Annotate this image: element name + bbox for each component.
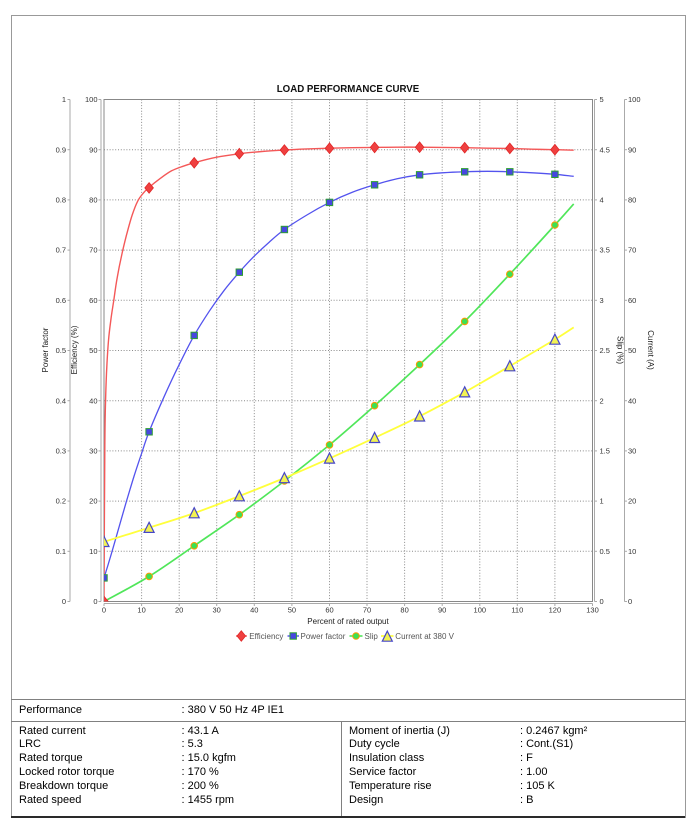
svg-text:90: 90 bbox=[89, 145, 97, 154]
svg-text:5: 5 bbox=[600, 95, 604, 104]
svg-text:4.5: 4.5 bbox=[600, 145, 610, 154]
svg-text:0.1: 0.1 bbox=[56, 547, 66, 556]
svg-text:100: 100 bbox=[474, 606, 487, 615]
svg-text:2: 2 bbox=[600, 396, 604, 405]
svg-text:Slip (%): Slip (%) bbox=[616, 336, 625, 364]
svg-text:10: 10 bbox=[628, 547, 636, 556]
svg-text:110: 110 bbox=[511, 606, 523, 615]
svg-text:0: 0 bbox=[102, 606, 106, 615]
svg-text:30: 30 bbox=[628, 447, 636, 456]
svg-text:0.2: 0.2 bbox=[56, 497, 66, 506]
svg-text:3.5: 3.5 bbox=[600, 246, 610, 255]
svg-text:LOAD PERFORMANCE CURVE: LOAD PERFORMANCE CURVE bbox=[277, 84, 420, 95]
svg-text:20: 20 bbox=[89, 497, 97, 506]
svg-text:60: 60 bbox=[628, 296, 636, 305]
svg-text:80: 80 bbox=[400, 606, 408, 615]
svg-text:Percent of rated output: Percent of rated output bbox=[307, 617, 389, 626]
svg-text:0.6: 0.6 bbox=[56, 296, 66, 305]
svg-text:50: 50 bbox=[288, 606, 296, 615]
svg-text:0: 0 bbox=[62, 597, 66, 606]
svg-text:70: 70 bbox=[628, 246, 636, 255]
svg-text:120: 120 bbox=[549, 606, 562, 615]
svg-text:0.8: 0.8 bbox=[56, 196, 66, 205]
svg-text:0: 0 bbox=[600, 597, 604, 606]
svg-text:50: 50 bbox=[628, 346, 636, 355]
svg-text:0.7: 0.7 bbox=[56, 246, 66, 255]
svg-text:60: 60 bbox=[325, 606, 333, 615]
svg-text:0.5: 0.5 bbox=[600, 547, 610, 556]
svg-text:30: 30 bbox=[213, 606, 221, 615]
svg-text:40: 40 bbox=[250, 606, 258, 615]
svg-text:130: 130 bbox=[586, 606, 599, 615]
svg-text:0.5: 0.5 bbox=[56, 346, 66, 355]
svg-text:50: 50 bbox=[89, 346, 97, 355]
svg-text:Slip: Slip bbox=[365, 632, 379, 641]
svg-text:2.5: 2.5 bbox=[600, 346, 610, 355]
svg-text:40: 40 bbox=[89, 396, 97, 405]
svg-text:0.9: 0.9 bbox=[56, 145, 66, 154]
svg-text:40: 40 bbox=[628, 396, 636, 405]
svg-text:0: 0 bbox=[93, 597, 97, 606]
svg-text:1: 1 bbox=[62, 95, 66, 104]
svg-text:Current at 380 V: Current at 380 V bbox=[395, 632, 454, 641]
svg-text:Efficiency: Efficiency bbox=[249, 632, 283, 641]
svg-text:Current (A): Current (A) bbox=[646, 330, 655, 370]
svg-text:100: 100 bbox=[85, 95, 98, 104]
svg-text:3: 3 bbox=[600, 296, 604, 305]
svg-text:20: 20 bbox=[628, 497, 636, 506]
svg-text:80: 80 bbox=[89, 196, 97, 205]
svg-text:10: 10 bbox=[137, 606, 145, 615]
svg-text:80: 80 bbox=[628, 196, 636, 205]
svg-text:0.3: 0.3 bbox=[56, 447, 66, 456]
svg-text:Power factor: Power factor bbox=[301, 632, 346, 641]
svg-text:10: 10 bbox=[89, 547, 97, 556]
svg-text:1: 1 bbox=[600, 497, 604, 506]
svg-text:Power factor: Power factor bbox=[41, 327, 50, 372]
svg-text:90: 90 bbox=[438, 606, 446, 615]
svg-text:60: 60 bbox=[89, 296, 97, 305]
svg-text:30: 30 bbox=[89, 447, 97, 456]
svg-text:20: 20 bbox=[175, 606, 183, 615]
svg-text:90: 90 bbox=[628, 145, 636, 154]
svg-text:100: 100 bbox=[628, 95, 641, 104]
svg-text:Efficiency (%): Efficiency (%) bbox=[70, 325, 79, 374]
svg-text:4: 4 bbox=[600, 196, 604, 205]
svg-text:1.5: 1.5 bbox=[600, 447, 610, 456]
svg-text:70: 70 bbox=[89, 246, 97, 255]
svg-text:0: 0 bbox=[628, 597, 632, 606]
svg-text:0.4: 0.4 bbox=[56, 396, 66, 405]
svg-text:70: 70 bbox=[363, 606, 371, 615]
